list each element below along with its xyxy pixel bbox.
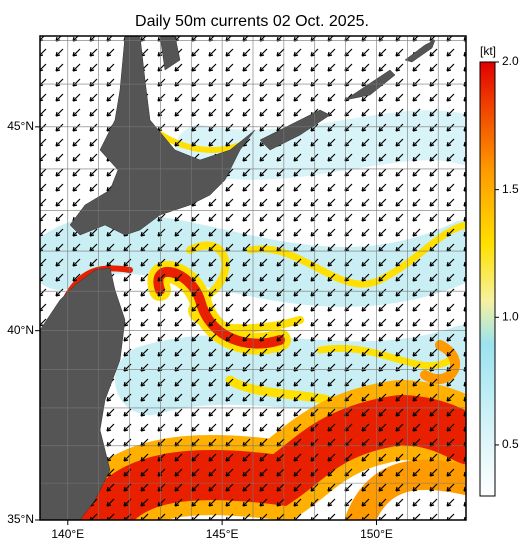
map-frame: [39, 35, 467, 521]
colorbar-tick-label: 1.5: [502, 182, 519, 196]
graticule: [40, 36, 466, 520]
colorbar-tick-label: 1.0: [502, 309, 519, 323]
map-title: Daily 50m currents 02 Oct. 2025.: [135, 13, 369, 30]
lat-tick-label: 35°N: [7, 512, 34, 526]
colorbar-tick-label: 2.0: [502, 54, 519, 68]
lat-tick-label: 45°N: [7, 119, 34, 133]
lat-tick-label: 40°N: [7, 323, 34, 337]
map-area: [40, 36, 466, 520]
lon-tick-label: 145°E: [206, 527, 239, 541]
lon-tick-label: 150°E: [360, 527, 393, 541]
land: [40, 36, 436, 520]
axes: 140°E 145°E 150°E 35°N 40°N 45°N 0.5 1.0 1.5 2.0: [7, 54, 519, 541]
colorbar-tick-label: 0.5: [502, 437, 519, 451]
colorbar: [479, 61, 496, 497]
lon-tick-label: 140°E: [51, 527, 84, 541]
colorbar-unit: [kt]: [480, 44, 496, 58]
